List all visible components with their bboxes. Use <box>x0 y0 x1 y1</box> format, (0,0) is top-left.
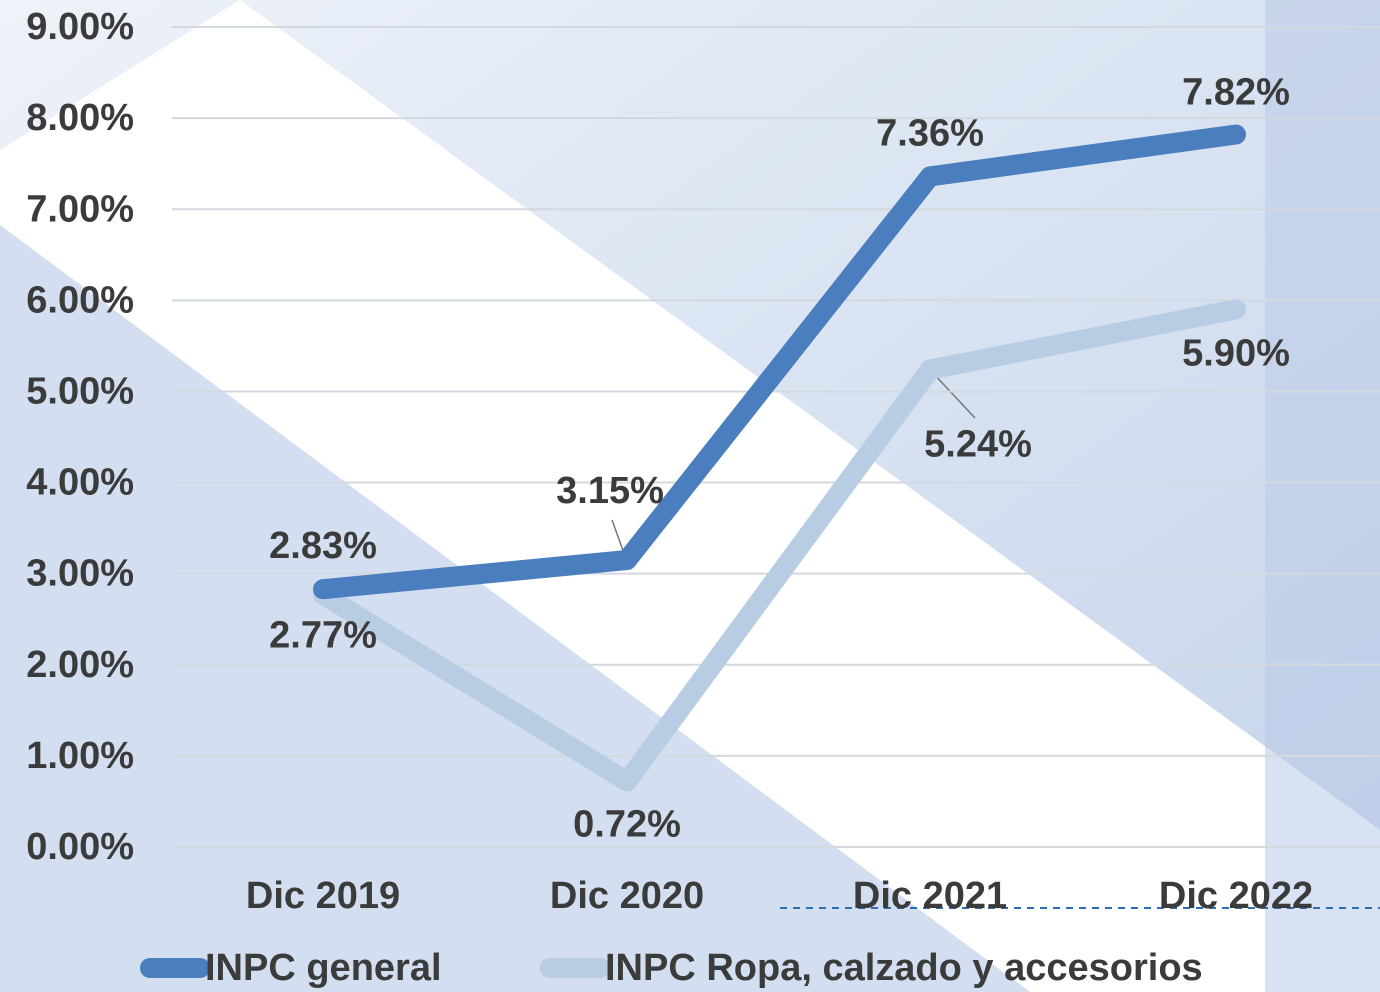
y-tick-label: 5.00% <box>26 370 134 412</box>
x-tick-label: Dic 2021 <box>853 875 1007 917</box>
background-band <box>0 225 1030 992</box>
x-tick-label: Dic 2020 <box>550 875 704 917</box>
data-label: 7.36% <box>876 112 984 154</box>
leader-line <box>931 371 976 419</box>
y-tick-label: 0.00% <box>26 826 134 868</box>
y-tick-label: 2.00% <box>26 644 134 686</box>
y-tick-label: 6.00% <box>26 279 134 321</box>
legend-label: INPC Ropa, calzado y accesorios <box>605 947 1203 989</box>
series-line <box>313 124 1246 600</box>
data-label: 7.82% <box>1182 72 1290 114</box>
y-tick-label: 9.00% <box>26 6 134 48</box>
x-tick-label: Dic 2019 <box>246 875 400 917</box>
y-tick-label: 7.00% <box>26 188 134 230</box>
data-label: 2.77% <box>269 615 377 657</box>
data-label: 0.72% <box>573 803 681 845</box>
y-tick-label: 4.00% <box>26 462 134 504</box>
data-label: 5.24% <box>924 424 1032 466</box>
y-tick-label: 8.00% <box>26 97 134 139</box>
data-label: 5.90% <box>1182 332 1290 374</box>
series-line <box>313 299 1246 792</box>
data-label: 3.15% <box>556 470 664 512</box>
y-tick-label: 1.00% <box>26 735 134 777</box>
y-tick-label: 3.00% <box>26 553 134 595</box>
legend-label: INPC general <box>205 947 442 989</box>
data-label: 2.83% <box>269 525 377 567</box>
x-tick-label: Dic 2022 <box>1159 875 1313 917</box>
background-strip <box>1265 0 1380 992</box>
